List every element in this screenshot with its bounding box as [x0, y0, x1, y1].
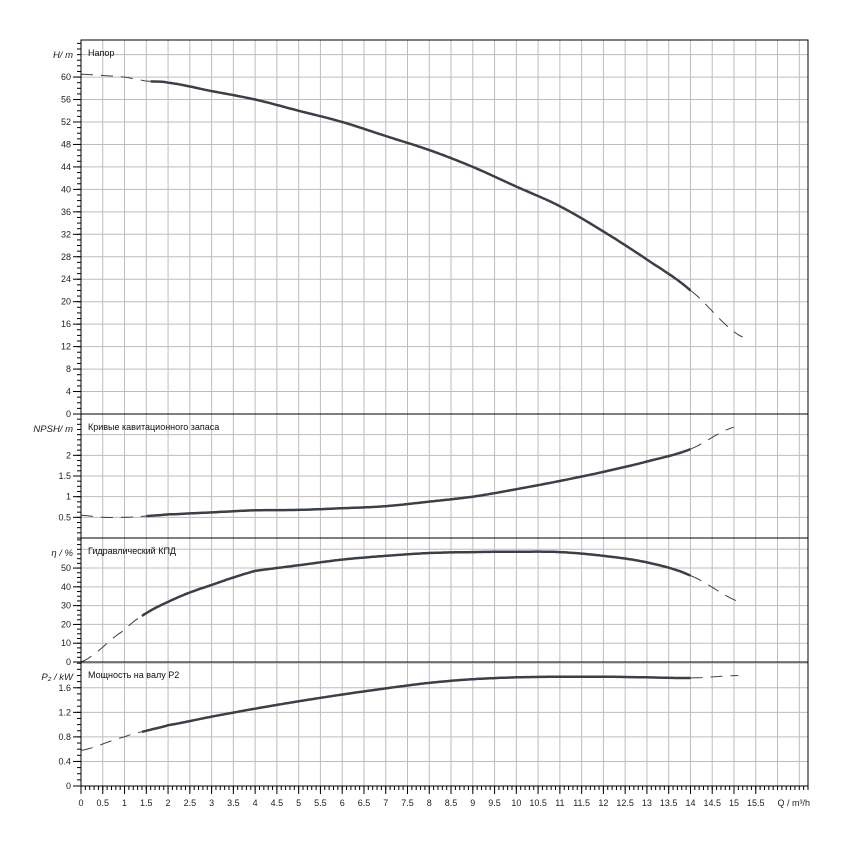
- x-tick-label: 0.5: [97, 798, 110, 808]
- curve-solid: [141, 675, 691, 734]
- plot-border: [80, 39, 809, 787]
- x-tick-label: 1.5: [140, 798, 153, 808]
- x-tick-label: 1: [122, 798, 127, 808]
- x-tick-label: 10.5: [529, 798, 547, 808]
- y-tick-label: 50: [61, 563, 71, 573]
- panel-2: 0 10 20 30 40 50 η / % Гидравлический КПД: [51, 537, 808, 667]
- y-tick-label: 56: [61, 95, 71, 105]
- curve-dashed-end: [690, 426, 735, 450]
- curve-dashed-end: [690, 575, 743, 604]
- panel-title: Напор: [88, 48, 114, 58]
- curve-dashed-start: [80, 514, 147, 518]
- x-tick-label: 4: [253, 798, 258, 808]
- x-tick-label: 14.5: [703, 798, 721, 808]
- y-tick-label: 60: [61, 72, 71, 82]
- y-axis-label: H/ m: [53, 50, 73, 61]
- curve-dashed-start: [80, 615, 143, 663]
- y-tick-label: 32: [61, 229, 71, 239]
- y-tick-label: 0: [66, 409, 71, 419]
- x-tick-label: 5.5: [314, 798, 327, 808]
- y-tick-label: 1: [66, 492, 71, 502]
- curve-solid: [150, 80, 692, 292]
- x-tick-label: 6: [340, 798, 345, 808]
- y-tick-label: 0.8: [58, 732, 71, 742]
- x-tick-label: 2: [166, 798, 171, 808]
- y-axis-label: P₂ / kW: [41, 672, 74, 683]
- x-tick-label: 3.5: [227, 798, 240, 808]
- x-tick-label: 0: [78, 798, 83, 808]
- y-tick-label: 8: [66, 364, 71, 374]
- y-axis-label: NPSH/ m: [33, 424, 73, 435]
- x-tick-label: 2.5: [184, 798, 197, 808]
- y-tick-label: 1.6: [58, 683, 71, 693]
- y-tick-label: 44: [61, 162, 71, 172]
- x-tick-label: 3: [209, 798, 214, 808]
- y-tick-label: 12: [61, 342, 71, 352]
- x-tick-label: 15: [729, 798, 739, 808]
- x-tick-label: 7: [383, 798, 388, 808]
- panel-title: Гидравлический КПД: [88, 546, 176, 556]
- y-tick-label: 2: [66, 450, 71, 460]
- y-tick-label: 1.2: [58, 707, 71, 717]
- x-tick-label: 9: [470, 798, 475, 808]
- y-axis-label: η / %: [51, 548, 73, 559]
- y-tick-label: 52: [61, 117, 71, 127]
- x-tick-label: 11.5: [573, 798, 590, 808]
- x-tick-label: 14: [685, 798, 695, 808]
- y-tick-label: 40: [61, 184, 71, 194]
- curve-dashed-end: [690, 675, 739, 679]
- y-tick-label: 36: [61, 207, 71, 217]
- panel-1: 0.5 1 1.5 2 NPSH/ m Кривые кавитационного зап…: [33, 413, 808, 539]
- x-tick-label: 12.5: [616, 798, 634, 808]
- x-axis-label: Q / m³/h: [777, 798, 810, 808]
- curve-dashed-end: [690, 290, 743, 338]
- y-tick-label: 28: [61, 252, 71, 262]
- y-tick-label: 24: [61, 274, 71, 284]
- curve-dashed-start: [81, 73, 151, 82]
- y-tick-label: 0.4: [58, 756, 71, 766]
- x-tick-label: 9.5: [488, 798, 501, 808]
- x-tick-label: 11: [555, 798, 564, 808]
- y-tick-label: 1.5: [58, 471, 71, 481]
- y-tick-label: 0: [66, 781, 71, 791]
- y-tick-label: 0.5: [58, 512, 71, 522]
- y-tick-label: 4: [66, 387, 71, 397]
- y-tick-label: 10: [61, 638, 71, 648]
- curve-solid: [141, 550, 692, 617]
- curve-solid: [146, 447, 691, 518]
- panel-title: Кривые кавитационного запаса: [88, 422, 219, 432]
- y-tick-label: 20: [61, 619, 71, 629]
- x-tick-label: 12: [598, 798, 608, 808]
- x-tick-label: 10: [511, 798, 521, 808]
- y-tick-label: 0: [66, 657, 71, 667]
- panel-title: Мощность на валу P2: [88, 670, 179, 680]
- x-tick-label: 15.5: [747, 798, 765, 808]
- x-tick-label: 13.5: [660, 798, 678, 808]
- panel-3: 0 0.4 0.8 1.2 1.6P₂ / kW Мощность на валу P2: [41, 661, 808, 791]
- x-tick-label: 8: [427, 798, 432, 808]
- y-tick-label: 30: [61, 601, 71, 611]
- y-tick-label: 20: [61, 297, 71, 307]
- x-tick-label: 6.5: [358, 798, 371, 808]
- x-tick-label: 5: [296, 798, 301, 808]
- curve-dashed-start: [80, 731, 143, 751]
- y-tick-label: 48: [61, 139, 71, 149]
- x-tick-label: 13: [642, 798, 652, 808]
- y-tick-label: 40: [61, 582, 71, 592]
- x-tick-label: 7.5: [401, 798, 414, 808]
- x-tick-label: 8.5: [445, 798, 458, 808]
- x-tick-label: 4.5: [271, 798, 284, 808]
- y-tick-label: 16: [61, 319, 71, 329]
